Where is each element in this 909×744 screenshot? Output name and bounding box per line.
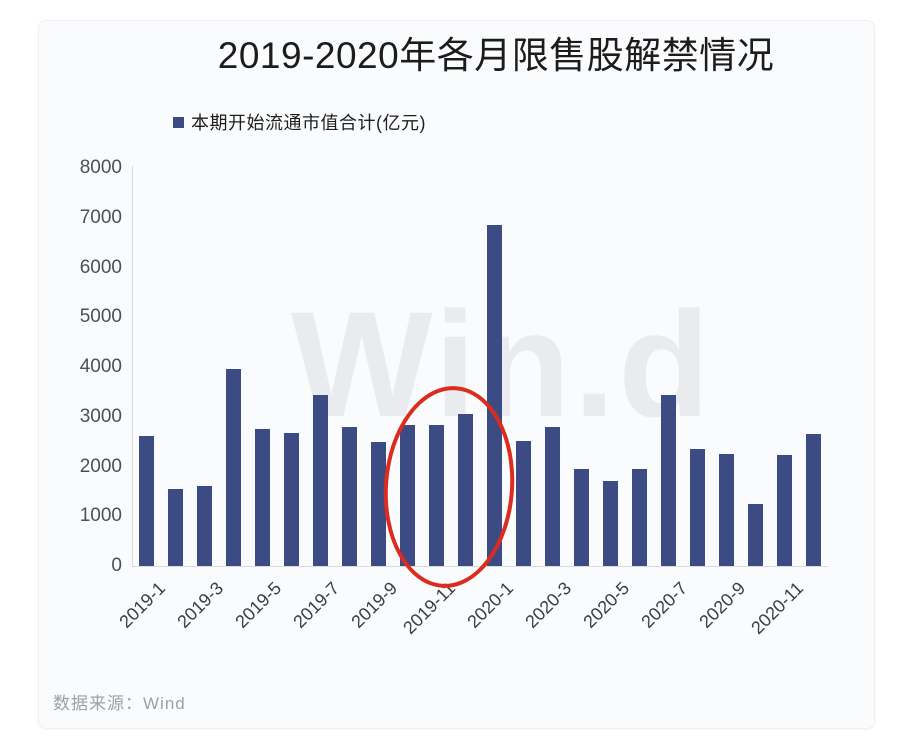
bar-2020-12 — [806, 434, 821, 566]
bar-2019-9 — [371, 442, 386, 566]
bar-2020-8 — [690, 449, 705, 566]
bar-2020-6 — [632, 469, 647, 566]
bar-2019-4 — [226, 369, 241, 566]
y-axis-tick-label: 2000 — [79, 455, 122, 477]
bar-2020-1 — [487, 225, 502, 566]
plot-area: 0 1000 2000 3000 4000 5000 6000 7000 8000 2019-1… — [39, 21, 874, 728]
x-axis-line — [132, 566, 828, 567]
bar-2020-3 — [545, 427, 560, 566]
bar-2020-10 — [748, 504, 763, 566]
bar-2019-3 — [197, 486, 212, 566]
legend-label: 本期开始流通市值合计(亿元) — [191, 113, 426, 133]
bar-2019-10 — [400, 425, 415, 566]
y-axis-tick-label: 1000 — [79, 505, 122, 527]
legend-swatch-icon — [173, 116, 184, 128]
chart-title: 2019-2020年各月限售股解禁情况 — [217, 35, 775, 76]
legend: 本期开始流通市值合计(亿元) — [173, 109, 426, 135]
bar-2020-2 — [516, 441, 531, 566]
y-axis-line — [132, 166, 133, 567]
y-axis-tick-label: 6000 — [79, 256, 122, 278]
data-source-label: 数据来源：Wind — [53, 694, 186, 713]
bar-2019-8 — [342, 427, 357, 566]
y-axis-tick-label: 8000 — [79, 157, 122, 178]
bar-2019-5 — [255, 429, 270, 566]
y-axis-tick-label: 7000 — [79, 206, 122, 228]
bar-2020-9 — [719, 454, 734, 566]
bar-2020-11 — [777, 455, 792, 566]
bar-2020-4 — [574, 469, 589, 566]
bar-2020-5 — [603, 481, 618, 566]
bar-2019-11 — [429, 425, 444, 566]
bar-2019-7 — [313, 395, 328, 566]
bar-2019-6 — [284, 433, 299, 566]
y-axis-tick-label: 5000 — [79, 306, 122, 328]
y-axis-tick-label: 4000 — [79, 356, 122, 377]
y-axis-tick-label: 3000 — [79, 405, 122, 427]
y-axis-tick-label: 0 — [111, 555, 122, 576]
bar-2019-12 — [458, 414, 473, 566]
chart-card: 2019-2020年各月限售股解禁情况 本期开始流通市值合计(亿元) Win.d… — [38, 20, 875, 729]
bar-2020-7 — [661, 395, 676, 566]
bar-2019-1 — [139, 436, 154, 566]
bar-2019-2 — [168, 489, 183, 566]
